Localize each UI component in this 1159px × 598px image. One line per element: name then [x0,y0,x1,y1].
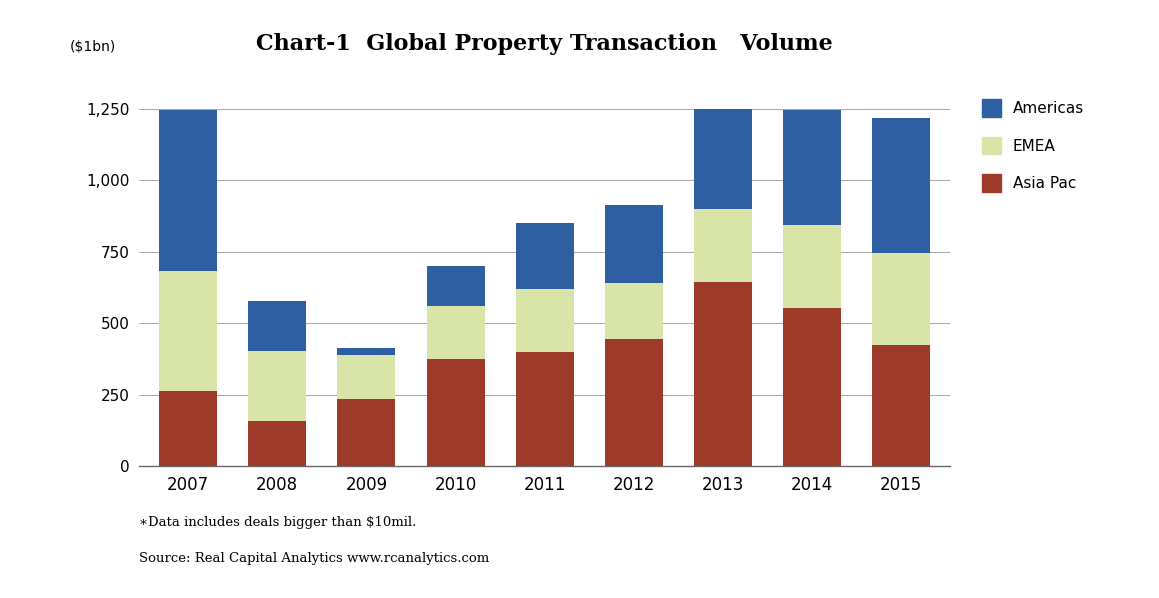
Bar [427,266,484,306]
Bar [159,111,217,270]
Text: ($1bn): ($1bn) [70,40,116,54]
Bar [783,111,841,225]
Bar [873,118,931,254]
Legend: Americas, EMEA, Asia Pac: Americas, EMEA, Asia Pac [983,99,1084,192]
Bar [248,420,306,466]
Bar [516,352,574,466]
Bar [427,359,484,466]
Text: ∗Data includes deals bigger than $10mil.: ∗Data includes deals bigger than $10mil. [139,516,416,529]
Bar [248,350,306,420]
Bar [337,399,395,466]
Bar [605,205,663,283]
Bar [427,306,484,359]
Bar [516,223,574,289]
Bar [337,348,395,355]
Bar [694,209,752,282]
Text: Source: Real Capital Analytics www.rcanalytics.com: Source: Real Capital Analytics www.rcana… [139,552,489,565]
Bar [248,301,306,350]
Bar [783,308,841,466]
Bar [873,345,931,466]
Text: Chart-1  Global Property Transaction   Volume: Chart-1 Global Property Transaction Volu… [256,33,833,55]
Bar [605,339,663,466]
Bar [605,283,663,339]
Bar [694,282,752,466]
Bar [516,289,574,352]
Bar [783,225,841,308]
Bar [694,109,752,209]
Bar [873,254,931,345]
Bar [159,390,217,466]
Bar [337,355,395,399]
Bar [159,270,217,390]
